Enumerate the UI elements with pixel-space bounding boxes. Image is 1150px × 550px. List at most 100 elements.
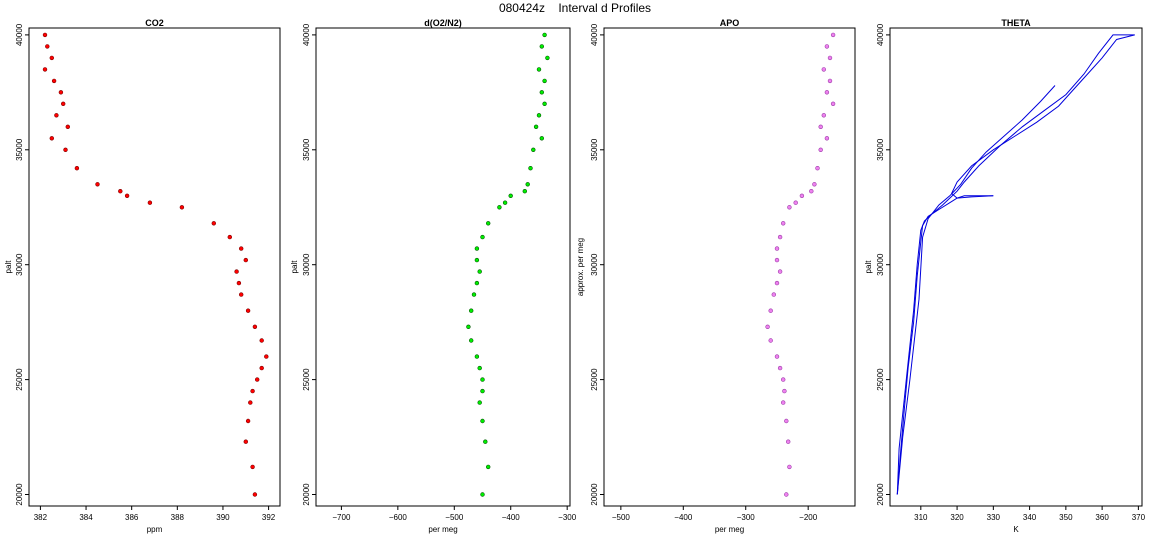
panel-co2: CO2 382 384 386 388 390 392 20000 25000 30000 350…: [4, 18, 281, 534]
panel-apo-xtick-label: −300: [737, 513, 756, 522]
panel-co2-data-point: [264, 354, 269, 359]
panel-co2-data-point: [74, 166, 80, 171]
panel-apo-data-point: [818, 124, 823, 130]
panel-theta-series-line: [896, 34, 1135, 495]
panel-apo-data-point: [782, 388, 787, 394]
panel-theta-xtick-label: 330: [987, 513, 1001, 522]
panel-do2n2-ytick-label: 20000: [302, 483, 311, 506]
panel-apo-data-point: [809, 189, 814, 194]
panel-apo-data-point: [799, 193, 805, 199]
panel-apo-title: APO: [720, 18, 740, 28]
panel-co2-data-point: [248, 400, 253, 405]
panel-apo-data-point: [777, 365, 783, 371]
panel-apo-data-point: [780, 221, 786, 226]
panel-apo-frame: [603, 27, 856, 507]
panel-theta-series-line: [896, 195, 994, 495]
panel-co2-data-point: [124, 193, 130, 199]
panel-apo-ytick-label: 35000: [590, 138, 599, 161]
panel-do2n2-data-point: [480, 388, 485, 394]
panel-co2-data-point: [60, 101, 66, 107]
panel-do2n2-xtick-label: −700: [332, 513, 351, 522]
panel-do2n2-marks: [466, 32, 550, 497]
panel-do2n2-data-point: [508, 193, 513, 199]
panel-co2-data-point: [236, 280, 242, 286]
panel-co2-data-point: [252, 324, 258, 329]
panel-co2-ytick-label: 30000: [15, 253, 24, 276]
panel-theta-xtick-label: 320: [950, 513, 964, 522]
figure-title-text: Interval d Profiles: [558, 1, 651, 15]
panel-co2-data-point: [239, 246, 244, 251]
panel-apo-data-point: [765, 324, 770, 329]
panel-do2n2-data-point: [480, 492, 485, 497]
panel-apo-data-point: [787, 205, 792, 210]
panel-do2n2-ytick-label: 40000: [302, 23, 311, 46]
panel-do2n2-data-point: [474, 280, 480, 286]
panel-apo-data-point: [787, 464, 792, 470]
panel-co2-data-point: [243, 257, 249, 263]
panel-apo-data-point: [815, 166, 820, 171]
panel-apo-data-point: [824, 136, 830, 141]
panel-co2-data-point: [42, 32, 48, 38]
panel-apo-data-point: [824, 44, 830, 49]
panel-apo-data-point: [780, 377, 786, 382]
panel-theta-ylabel: palt: [864, 260, 873, 274]
panel-theta-xlabel: K: [1013, 525, 1019, 534]
panel-apo-ylabel: approx. per meg: [576, 238, 585, 296]
panel-co2-data-point: [259, 365, 264, 371]
panel-do2n2-data-point: [483, 439, 488, 444]
panel-co2-ytick-label: 40000: [15, 23, 24, 46]
panel-do2n2-data-point: [486, 464, 491, 470]
panel-co2-data-point: [243, 439, 249, 444]
panel-do2n2-data-point: [542, 78, 547, 84]
panel-do2n2-data-point: [471, 292, 477, 297]
panel-do2n2-data-point: [536, 113, 542, 118]
panel-do2n2-data-point: [528, 166, 533, 171]
panel-do2n2-ytick-label: 25000: [302, 368, 311, 391]
panel-co2-xlabel: ppm: [147, 525, 163, 534]
panel-apo-xtick-label: −500: [612, 513, 631, 522]
panel-do2n2-data-point: [486, 221, 491, 226]
panel-co2-ytick-label: 20000: [15, 483, 24, 506]
panel-co2-data-point: [51, 78, 57, 84]
panel-apo-data-point: [771, 292, 776, 297]
panel-do2n2-ylabel: palt: [290, 260, 299, 274]
panel-theta-xtick-label: 360: [1095, 513, 1109, 522]
panel-do2n2-title: d(O2/N2): [424, 18, 462, 28]
panel-do2n2-data-point: [545, 55, 550, 61]
panel-apo: APO −500 −400 −300 −200 20000 25000 30000 35000…: [576, 18, 856, 534]
panel-co2-title: CO2: [145, 18, 164, 28]
panel-do2n2-xtick-label: −500: [445, 513, 464, 522]
panel-apo-data-point: [830, 32, 836, 38]
panel-co2-data-point: [234, 269, 239, 274]
panel-theta-xtick-label: 370: [1132, 513, 1146, 522]
panel-theta-ticks: 310 320 330 340 350 360 370 20000 25000 30000 3500…: [876, 23, 1146, 522]
panel-co2-data-point: [58, 90, 64, 95]
panel-do2n2-data-point: [502, 200, 508, 205]
panel-do2n2: d(O2/N2) −700 −600 −500 −400 −300 20000 25000 3…: [290, 18, 577, 534]
panel-co2-data-point: [245, 308, 251, 313]
panel-do2n2-ytick-label: 30000: [302, 253, 311, 276]
panel-apo-data-point: [827, 78, 833, 84]
panel-co2-data-point: [252, 492, 258, 497]
panel-do2n2-data-point: [542, 32, 547, 38]
panel-do2n2-data-point: [531, 147, 536, 153]
panel-theta-series-line: [896, 85, 1056, 495]
panel-co2-data-point: [211, 221, 217, 226]
panel-theta-ytick-label: 40000: [876, 23, 885, 46]
panel-theta-marks: [896, 34, 1135, 495]
panel-apo-data-point: [774, 246, 780, 251]
panel-apo-data-point: [824, 90, 830, 95]
panel-theta-ytick-label: 35000: [876, 138, 885, 161]
panel-apo-data-point: [774, 354, 780, 359]
panel-do2n2-data-point: [474, 257, 480, 263]
panel-do2n2-data-point: [480, 234, 485, 240]
panel-theta-xtick-label: 350: [1059, 513, 1073, 522]
panel-co2-data-point: [45, 44, 50, 49]
panel-do2n2-data-point: [477, 400, 482, 405]
panel-apo-data-point: [827, 55, 833, 61]
panel-theta-ytick-label: 20000: [876, 483, 885, 506]
panel-co2-ylabel: palt: [4, 260, 13, 274]
panel-co2-ytick-label: 25000: [15, 368, 24, 391]
panel-apo-data-point: [774, 280, 780, 286]
panel-apo-data-point: [768, 338, 773, 343]
